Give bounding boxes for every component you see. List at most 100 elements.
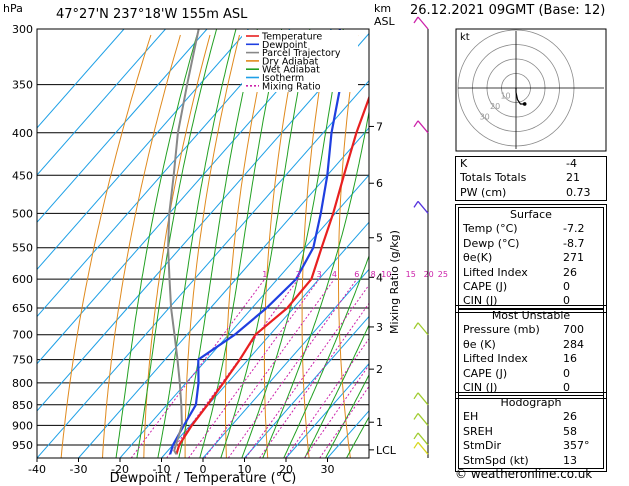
mixing-ratio-label: 2 [296,270,301,279]
wind-profile [413,16,429,458]
mixing-ratio-line [130,278,266,458]
pressure-tick-label: 850 [12,399,33,412]
wind-barb-flag [413,432,419,440]
mixing-ratio-label: 10 [381,270,391,279]
hodograph-ring-label: 30 [480,112,490,121]
legend-entry: Parcel Trajectory [262,48,341,59]
copyright: © weatheronline.co.uk [455,467,593,481]
pressure-tick-label: 700 [12,329,33,342]
hodograph-table: Hodograph EH 26 SREH 58 StmDir 357° StmSpd (kt)… [455,392,607,473]
height-axis: 7 6 5 4 3 2 1 LCL [369,120,397,457]
table-row: θe(K) 271 [459,251,603,265]
mixing-ratio-line [304,364,369,458]
hodograph-ring-label: 10 [500,91,510,100]
series-temperature [175,94,369,455]
wind-barb-flag [413,322,419,330]
pressure-axis: 300 350 400 450 500 550 600 650 700 750 800 850 900 9… [12,23,33,452]
x-tick-label: 0 [200,463,207,476]
height-tick-label: 2 [376,363,383,376]
mixing-ratio-line [204,278,335,458]
row-value: 700 [563,323,584,337]
isotherm [37,29,125,129]
row-label: CIN (J) [463,381,498,395]
table-title: Most Unstable [491,309,571,322]
isotherm [37,29,332,365]
sounding-lines [167,29,369,455]
pressure-tick-label: 450 [12,169,33,182]
wet-adiabat [199,29,283,458]
wet-adiabat [157,29,237,458]
mixing-ratio-label: 1 [262,270,267,279]
legend-entry: Isotherm [262,73,304,84]
table-row: Pressure (mb) 700 [459,323,603,337]
row-label: Lifted Index [463,265,528,279]
dry-adiabat [338,34,359,458]
row-value: 284 [563,337,584,351]
mixing-ratio-label: 20 [424,270,434,279]
wet-adiabat [304,323,369,458]
pressure-tick-label: 400 [12,127,33,140]
table-row: Temp (°C) -7.2 [459,222,603,236]
background-lines [37,29,369,458]
table-row: Dewp (°C) -8.7 [459,237,603,251]
row-value: 16 [563,352,577,366]
table-row: CIN (J) 0 [459,381,603,395]
x-tick-label: 30 [321,463,335,476]
table-row: StmDir 357° [459,439,603,453]
isotherm [37,29,249,271]
wind-barb-flag [413,441,419,449]
location-label: 47°27'N 237°18'W 155m ASL [56,7,248,22]
row-label: PW (cm) [460,185,507,199]
table-row: StmSpd (kt) 13 [459,454,603,468]
legend-entry: Temperature [261,32,322,43]
row-value: 0 [563,294,570,308]
table-row: EH 26 [459,410,603,424]
dry-adiabat [225,34,270,458]
x-tick-label: -10 [153,463,171,476]
dry-adiabat [263,34,300,458]
wind-barb [417,16,429,30]
table-row: PW (cm) 0.73 [456,186,606,200]
x-tick-label: 10 [238,463,252,476]
hodograph-endpoint [522,102,527,106]
pressure-tick-label: 300 [12,23,33,36]
row-label: StmDir [463,439,502,453]
x-tick-label: -40 [28,463,46,476]
pressure-tick-label: 500 [12,207,33,220]
pressure-tick-label: 650 [12,302,33,315]
mixing-ratio-label: 8 [371,270,376,279]
pressure-tick-label: 750 [12,354,33,367]
table-row: Lifted Index 26 [459,266,603,280]
mixing-ratio-line [166,278,299,458]
pressure-tick-label: 550 [12,242,33,255]
row-value: 21 [566,171,580,185]
isotherm [37,79,369,458]
wind-barb-flag [413,120,419,128]
wet-adiabat [325,373,369,458]
row-label: K [460,157,468,170]
mixing-ratio-line [319,385,369,458]
wind-barb [417,120,429,134]
datetime-label: 26.12.2021 09GMT (Base: 12) [410,3,606,18]
wet-adiabat [178,29,258,458]
height-tick-label: LCL [376,444,397,457]
mixing-ratio-label: 3 [317,270,322,279]
table-section: Most Unstable Pressure (mb) 700 θe (K) 284 Li… [458,308,604,397]
isotherm [285,362,369,458]
isotherm [78,127,369,458]
height-tick-label: 4 [376,271,383,284]
mixing-ratio-axis-title: Mixing Ratio (g/kg) [388,230,401,334]
height-tick-label: 3 [376,321,383,334]
legend-entry: Dry Adiabat [262,56,319,67]
row-value: 26 [563,265,577,279]
row-label: CAPE (J) [463,280,508,294]
legend-entry: Mixing Ratio [262,81,321,92]
x-axis-title: Dewpoint / Temperature (°C) [110,471,297,486]
pressure-tick-label: 950 [12,439,33,452]
x-tick-label: 20 [279,463,293,476]
wet-adiabat [262,108,369,458]
table-row: θe (K) 284 [459,338,603,352]
pressure-tick-label: 600 [12,273,33,286]
